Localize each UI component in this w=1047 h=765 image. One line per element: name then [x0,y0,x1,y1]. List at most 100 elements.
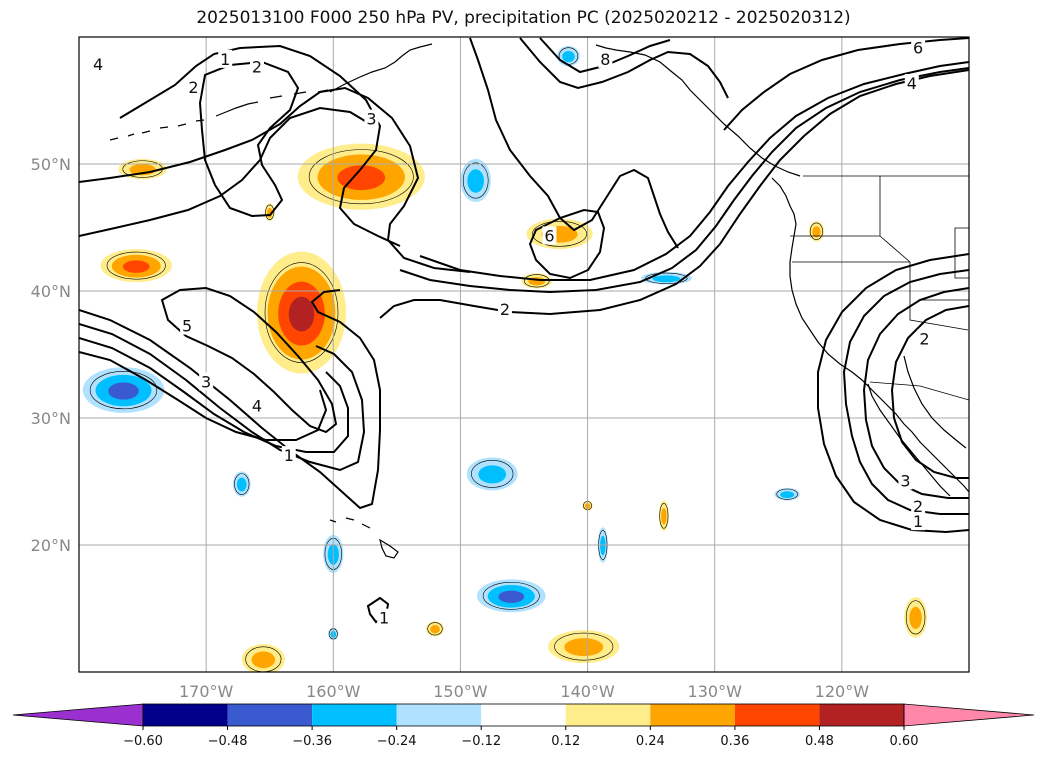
contour-label-bg-17 [911,512,926,531]
contour-label-bg-18 [377,608,392,627]
pv-contour-se-1 [842,269,969,515]
precip-blob-6-outline [554,632,614,661]
lon-label-1: 160°W [306,682,361,701]
precip-blob-16 [466,457,518,491]
colorbar-swatch-6 [650,704,735,726]
contour-label-bg-2 [186,77,201,96]
colorbar-tick-label-0: −0.60 [123,734,163,749]
precip-blob-20-outline [462,162,489,199]
pv-contour-6-main [723,37,969,131]
precip-blob-16-outline [471,460,514,488]
us-mexico-border [869,381,969,401]
colorbar-tick-label-1: −0.48 [208,734,248,749]
colorbar-swatch-4 [481,704,566,726]
colorbar-tick-label-3: −0.24 [377,734,417,749]
pv-contour-se-2 [862,287,969,499]
precip-blob-2-outline [106,251,166,280]
pv-contour-3-main [399,67,969,294]
precip-blob-1-outline [264,262,339,363]
contour-label-8: 6 [544,226,554,245]
precip-blob-17-outline [645,272,688,284]
aleutian-islands [109,89,329,141]
contour-label-0: 1 [220,50,230,69]
precip-blob-21 [557,45,580,67]
contour-label-15: 3 [900,472,910,491]
precip-blob-6 [548,630,620,664]
contour-label-10: 5 [182,317,192,336]
state-border-idaho [879,176,911,263]
latitude-labels: 20°N 30°N 40°N 50°N [31,155,71,555]
precip-blob-19 [232,471,251,497]
precip-blob-20 [460,158,491,203]
precip-blob-15-outline [482,581,540,610]
longitude-labels: 170°W 160°W 150°W 140°W 130°W 120°W [179,682,869,701]
precip-blob-7 [241,644,285,672]
colorbar-tick-label-5: 0.12 [551,734,580,749]
colorbar-extend-high [903,703,1035,727]
pv-contour-se-outer [817,253,969,534]
coastlines [109,43,969,559]
precip-blob-8-level-1 [909,606,922,629]
colorbar-tick-label-9: 0.60 [890,734,919,749]
precip-blob-22-outline [776,488,798,500]
precip-blob-11-outline [265,204,275,220]
contour-label-4: 3 [366,110,376,129]
precip-blob-9-outline [427,622,443,636]
pv-contour-se-3 [890,305,969,479]
contour-label-9: 2 [500,300,510,319]
precip-blob-7-level-1 [251,651,276,669]
precip-blob-2 [100,249,172,283]
precip-blob-10-outline [659,502,669,529]
colorbar-swatch-3 [396,704,482,726]
precip-blob-15 [476,579,546,613]
contour-label-7: 4 [907,74,917,93]
bc-coastline [771,177,797,225]
contour-label-11: 3 [201,372,211,391]
colorbar: −0.60 −0.48 −0.36 −0.24 −0.12 0.12 0.24 0.36 0.4… [12,703,1035,749]
colorbar-tick-label-2: −0.36 [292,734,332,749]
contour-label-17: 1 [913,512,923,531]
lat-label-1: 30°N [31,409,71,428]
map-border [78,36,970,673]
precip-blob-1 [257,251,346,374]
pv-contour-2-north [119,44,401,247]
lon-label-3: 140°W [560,682,615,701]
contour-label-bg-11 [199,372,214,391]
pv-contour-gulf-upper [469,37,679,249]
contour-label-18: 1 [379,609,389,628]
pv-contour-4-north [79,106,371,237]
contour-label-bg-15 [898,471,913,490]
pv-contour-6-inner [528,208,606,280]
colorbar-swatch-5 [565,704,651,726]
contour-label-5: 8 [600,50,610,69]
pv-contour-west-4 [79,351,328,441]
lon-label-5: 120°W [815,682,870,701]
precip-blob-14-level-2 [108,382,139,400]
contour-label-bg-3 [91,54,106,73]
us-west-coastline [789,223,969,493]
precip-blob-14 [82,367,165,413]
contour-label-bg-4 [364,109,379,128]
precip-blob-21-level-1 [562,51,575,63]
baja-peninsula [867,383,951,497]
lat-label-0: 20°N [31,536,71,555]
contour-label-14: 2 [919,329,929,348]
lon-label-0: 170°W [179,682,234,701]
precip-blob-9-level-1 [430,625,440,634]
precip-blob-10-level-1 [661,507,667,525]
contour-label-bg-1 [250,57,264,76]
colorbar-extend-low [12,703,144,727]
pv-contour-west-2 [79,323,366,472]
contour-label-bg-6 [911,38,926,57]
precip-blob-1-level-3 [288,296,315,332]
precip-blob-0-outline [308,149,414,205]
hawaii-islands [329,517,399,559]
colorbar-swatch-1 [227,704,313,726]
lon-label-4: 130°W [688,682,743,701]
contour-label-3: 4 [93,55,103,74]
colorbar-tick-label-4: −0.12 [461,734,501,749]
precip-blob-20-level-1 [467,169,485,193]
pv-contour-3-north [79,86,471,273]
